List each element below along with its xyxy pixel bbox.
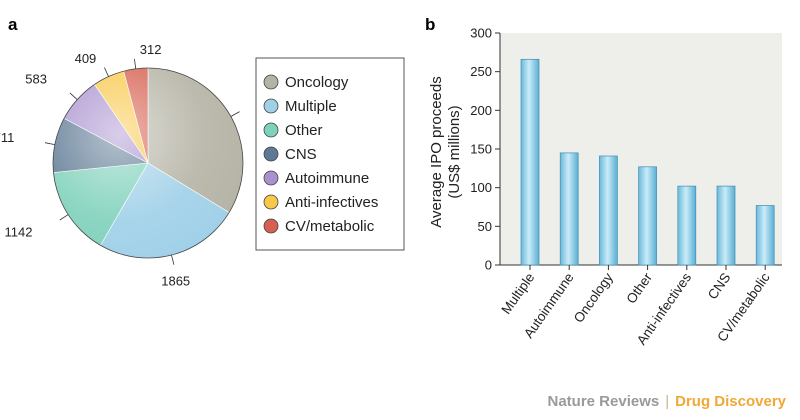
- legend-label-oncology: Oncology: [285, 74, 349, 91]
- bar-other: [638, 166, 657, 266]
- bar-anti-infectives: [677, 185, 697, 266]
- legend-swatch-other: [263, 122, 279, 138]
- legend-swatch-cv-metabolic: [263, 218, 279, 234]
- pie-value-label-autoimmune: 583: [25, 72, 47, 87]
- legend-label-multiple: Multiple: [285, 98, 337, 115]
- pie-chart: 255518651142711583409312: [0, 42, 288, 289]
- pie-value-label-cv-metabolic: 312: [140, 42, 162, 57]
- bar-oncology: [599, 155, 618, 266]
- y-axis-title-line2: (US$ millions): [446, 105, 463, 198]
- legend-swatch-multiple: [263, 98, 279, 114]
- pie-leader-autoimmune: [69, 92, 78, 100]
- legend-swatch-cns: [263, 146, 279, 162]
- pie-leader-cns: [44, 142, 55, 146]
- bar-chart: 0 50 100 150 200 250 300 Average IPO proceeds (U…: [428, 26, 782, 348]
- pie-leader-anti-infectives: [104, 67, 109, 77]
- pie-leader-cv-metabolic: [134, 58, 137, 69]
- legend-label-other: Other: [285, 122, 323, 139]
- legend-label-cv-metabolic: CV/metabolic: [285, 218, 375, 235]
- pie-leader-oncology: [230, 111, 240, 117]
- pie-legend: Oncology Multiple Other CNS Autoimmune Anti-i…: [255, 57, 405, 251]
- pie-outline: [52, 67, 244, 259]
- pie-shading: [53, 68, 243, 258]
- y-tick-label-250: 250: [470, 64, 492, 79]
- panel-a-letter: a: [8, 15, 18, 34]
- bar-multiple: [520, 58, 540, 266]
- x-tick-label-oncology: Oncology: [571, 270, 616, 326]
- x-tick-label-cns: CNS: [705, 270, 734, 302]
- legend-swatch-anti-infectives: [263, 194, 279, 210]
- pie-leader-multiple: [171, 254, 175, 265]
- y-tick-label-300: 300: [470, 26, 492, 41]
- y-tick-label-0: 0: [485, 258, 492, 273]
- legend-swatch-autoimmune: [263, 170, 279, 186]
- footer-subtitle: Drug Discovery: [675, 393, 786, 410]
- bar-autoimmune: [559, 152, 579, 266]
- pie-value-label-anti-infectives: 409: [75, 51, 97, 66]
- y-tick-label-50: 50: [478, 219, 492, 234]
- footer-separator: |: [665, 393, 670, 410]
- bar-cv-metabolic: [755, 205, 775, 266]
- journal-footer: Nature Reviews | Drug Discovery: [548, 393, 787, 410]
- x-tick-label-other: Other: [623, 270, 655, 307]
- y-tick-label-150: 150: [470, 142, 492, 157]
- pie-value-label-cns: 711: [0, 130, 14, 145]
- pie-value-label-multiple: 1865: [161, 274, 190, 289]
- panel-b-letter: b: [425, 15, 435, 34]
- y-tick-label-100: 100: [470, 180, 492, 195]
- pie-value-label-other: 1142: [5, 225, 33, 240]
- x-tick-label-multiple: Multiple: [498, 270, 537, 317]
- y-axis-title-line1: Average IPO proceeds: [428, 76, 445, 227]
- legend-label-cns: CNS: [285, 146, 317, 163]
- legend-box: [255, 57, 405, 251]
- legend-label-autoimmune: Autoimmune: [285, 170, 369, 187]
- bar-cns: [716, 185, 736, 266]
- footer-journal: Nature Reviews: [547, 393, 660, 410]
- legend-swatch-oncology: [263, 74, 279, 90]
- pie-leader-other: [59, 214, 69, 221]
- legend-label-anti-infectives: Anti-infectives: [285, 194, 378, 211]
- y-tick-label-200: 200: [470, 103, 492, 118]
